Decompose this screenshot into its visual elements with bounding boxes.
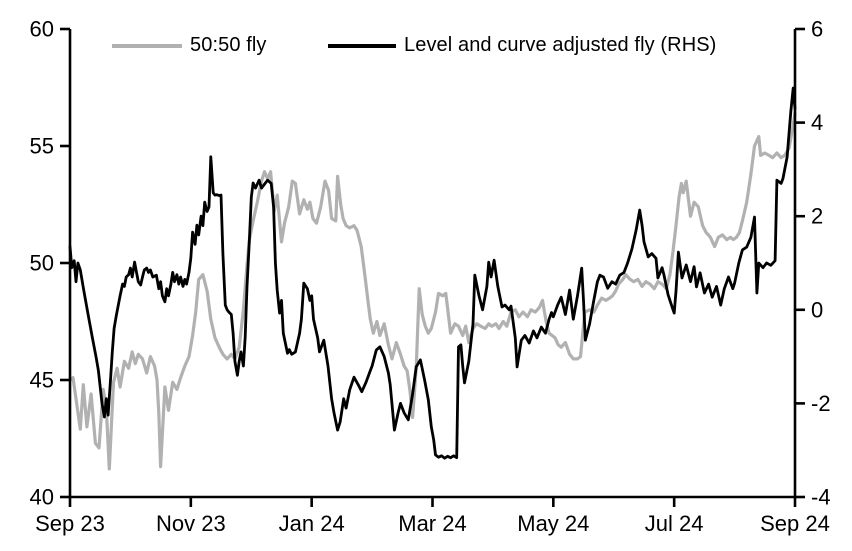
legend-item-5050-fly: 50:50 fly — [112, 34, 267, 57]
left-axis-tick-label-40: 40 — [30, 485, 54, 510]
right-axis-tick-label--4: -4 — [811, 485, 831, 510]
x-axis-tick-label-jul-24: Jul 24 — [645, 511, 704, 536]
right-axis-tick-label--2: -2 — [811, 391, 831, 416]
legend-swatch-level-curve-adjusted-fly-line — [328, 43, 396, 48]
series-line-level-curve-adjusted-fly — [68, 86, 797, 460]
right-axis-tick-label-6: 6 — [811, 17, 823, 42]
right-axis-tick-label-0: 0 — [811, 297, 823, 322]
left-axis-tick-label-55: 55 — [30, 134, 54, 159]
x-axis-tick-label-jan-24: Jan 24 — [279, 511, 345, 536]
right-axis-tick-label-2: 2 — [811, 204, 823, 229]
legend-label-level-curve-adjusted-fly: Level and curve adjusted fly (RHS) — [404, 34, 717, 56]
right-axis-tick-label-4: 4 — [811, 110, 823, 135]
series-line-5050-fly — [68, 111, 797, 471]
left-axis-tick-label-50: 50 — [30, 251, 54, 276]
x-axis-tick-label-nov-23: Nov 23 — [156, 511, 226, 536]
x-axis-tick-label-sep-24: Sep 24 — [760, 511, 830, 536]
x-axis-tick-label-may-24: May 24 — [517, 511, 589, 536]
legend-swatch-5050-fly-line — [112, 43, 182, 48]
left-axis-tick-label-45: 45 — [30, 368, 54, 393]
left-axis-tick-label-60: 60 — [30, 17, 54, 42]
legend-label-5050-fly: 50:50 fly — [190, 34, 267, 56]
x-axis-tick-label-sep-23: Sep 23 — [35, 511, 105, 536]
x-axis-tick-label-mar-24: Mar 24 — [398, 511, 466, 536]
legend-item-level-curve-adjusted-fly: Level and curve adjusted fly (RHS) — [328, 34, 716, 57]
